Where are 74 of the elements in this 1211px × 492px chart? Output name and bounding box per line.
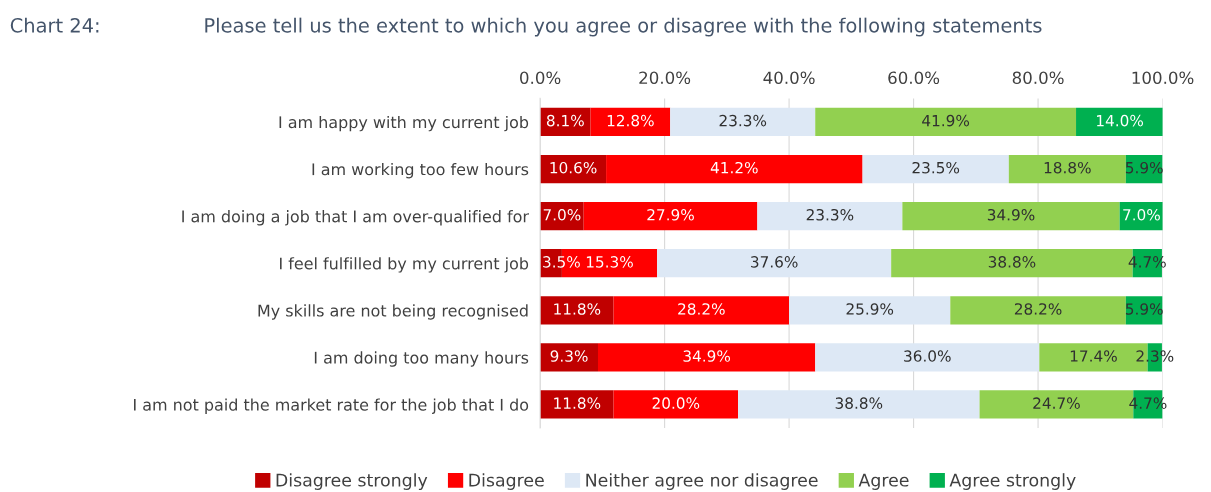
data-label: 34.9% [987,209,1035,221]
data-label: 9.3% [550,350,588,362]
data-label: 7.0% [1123,209,1160,221]
data-label: 18.8% [1044,161,1091,174]
data-label: 28.2% [678,303,725,315]
data-label: 41.9% [922,114,970,127]
bar [590,107,671,137]
y-tick-label: My skills are not being recognised [258,304,528,320]
legend-label: Agree strongly [949,473,1076,490]
bar [815,107,1077,137]
y-tick-label: I am doing too many hours [314,351,529,367]
data-label: 27.9% [647,209,694,221]
data-label: 38.8% [835,397,883,409]
x-tick-label: 80.0% [1012,71,1064,85]
bar [1008,154,1126,184]
data-label: 14.0% [1097,114,1144,127]
bar [540,390,614,419]
x-tick-label: 40.0% [763,71,815,85]
data-label: 38.8% [988,256,1036,268]
bar [597,343,816,372]
x-tick-label: 0.0% [520,71,561,85]
bar [815,343,1040,372]
legend-label: Disagree [469,473,544,490]
bar [738,390,980,419]
data-label: 12.8% [607,114,654,127]
data-label: 23.5% [912,161,960,174]
data-label: 11.8% [554,397,601,409]
data-label: 23.3% [719,114,767,127]
bar [606,154,863,184]
data-label: 3.5% [543,256,580,268]
bar [583,202,758,231]
chart-subtitle: Please tell us the extent to which you agree or disagree with the following statements [205,17,1042,37]
bar [613,390,739,419]
y-tick-label: I am doing a job that I am over-qualified for [182,210,529,226]
x-tick-label: 100.0% [1132,71,1194,85]
x-tick-label: 20.0% [639,71,691,85]
data-label: 23.3% [806,209,854,221]
text: Chart 24: [10,17,99,33]
data-label: 2.3% [1136,350,1174,362]
data-label: 36.0% [904,350,951,362]
data-label: 11.8% [554,303,601,315]
y-tick-label: I am not paid the market rate for the job that I do [134,398,529,414]
legend-label: Neither agree nor disagree [586,473,818,490]
bar [613,296,790,325]
legend-label: Disagree strongly [276,473,428,490]
data-label: 28.2% [1014,303,1062,315]
data-label: 34.9% [683,350,731,362]
bar [540,154,607,184]
y-tick-label: I am working too few hours [312,162,529,179]
bar [1076,107,1163,137]
data-label: 8.1% [546,114,584,127]
bar [540,296,614,325]
bar [950,296,1126,325]
bar [902,202,1120,231]
data-label: 15.3% [586,256,633,268]
y-tick-label: I feel fulfilled by my current job [280,257,529,273]
data-label: 7.0% [543,209,581,221]
bar [757,202,903,231]
legend-label: Agree [858,473,909,490]
data-label: 17.4% [1070,350,1117,362]
data-label: 10.6% [550,161,597,174]
data-label: 20.0% [652,397,700,409]
data-label: 24.7% [1033,397,1080,409]
bar [789,296,951,325]
data-label: 41.2% [710,161,758,174]
bar [670,107,816,137]
data-label: 37.6% [751,256,798,268]
bar [540,343,598,372]
data-label: 25.9% [846,303,894,315]
bar [657,249,892,278]
bar [862,154,1009,184]
x-tick-label: 60.0% [888,71,940,85]
y-tick-label: I am happy with my current job [279,115,529,132]
bar [540,107,591,137]
